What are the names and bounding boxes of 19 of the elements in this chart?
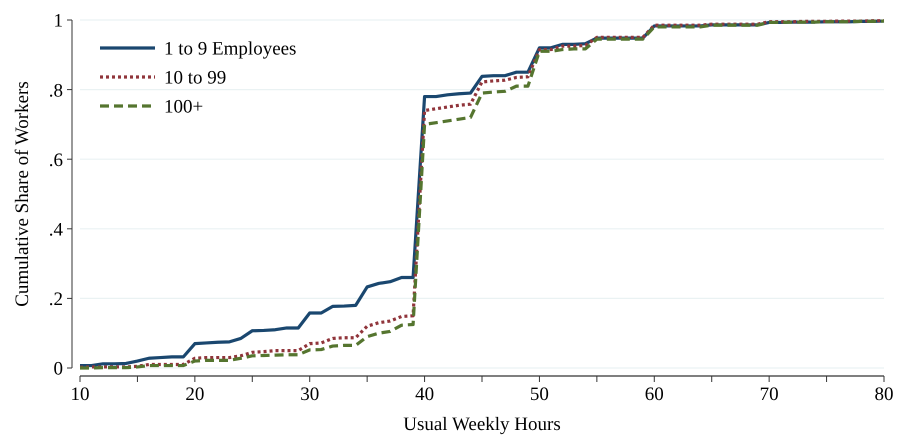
x-tick-label: 60 xyxy=(644,384,664,405)
x-tick-label: 50 xyxy=(530,384,549,405)
legend-label: 1 to 9 Employees xyxy=(164,38,296,60)
y-tick-label: .8 xyxy=(48,80,63,102)
x-tick-label: 20 xyxy=(185,384,204,405)
x-axis-title: Usual Weekly Hours xyxy=(403,414,561,435)
y-tick-label: 0 xyxy=(54,358,63,380)
y-axis-title: Cumulative Share of Workers xyxy=(12,81,33,307)
x-tick-label: 30 xyxy=(300,384,320,405)
y-tick-label: .4 xyxy=(48,219,64,240)
x-tick-label: 80 xyxy=(874,384,894,405)
x-tick-label: 10 xyxy=(70,384,90,405)
legend-label: 100+ xyxy=(164,96,204,118)
y-tick-label: 1 xyxy=(54,10,63,32)
x-tick-label: 70 xyxy=(760,384,779,405)
x-tick-label: 40 xyxy=(415,384,434,405)
y-tick-label: .6 xyxy=(48,150,63,171)
legend-label: 10 to 99 xyxy=(164,68,226,89)
y-tick-label: .2 xyxy=(48,289,63,310)
